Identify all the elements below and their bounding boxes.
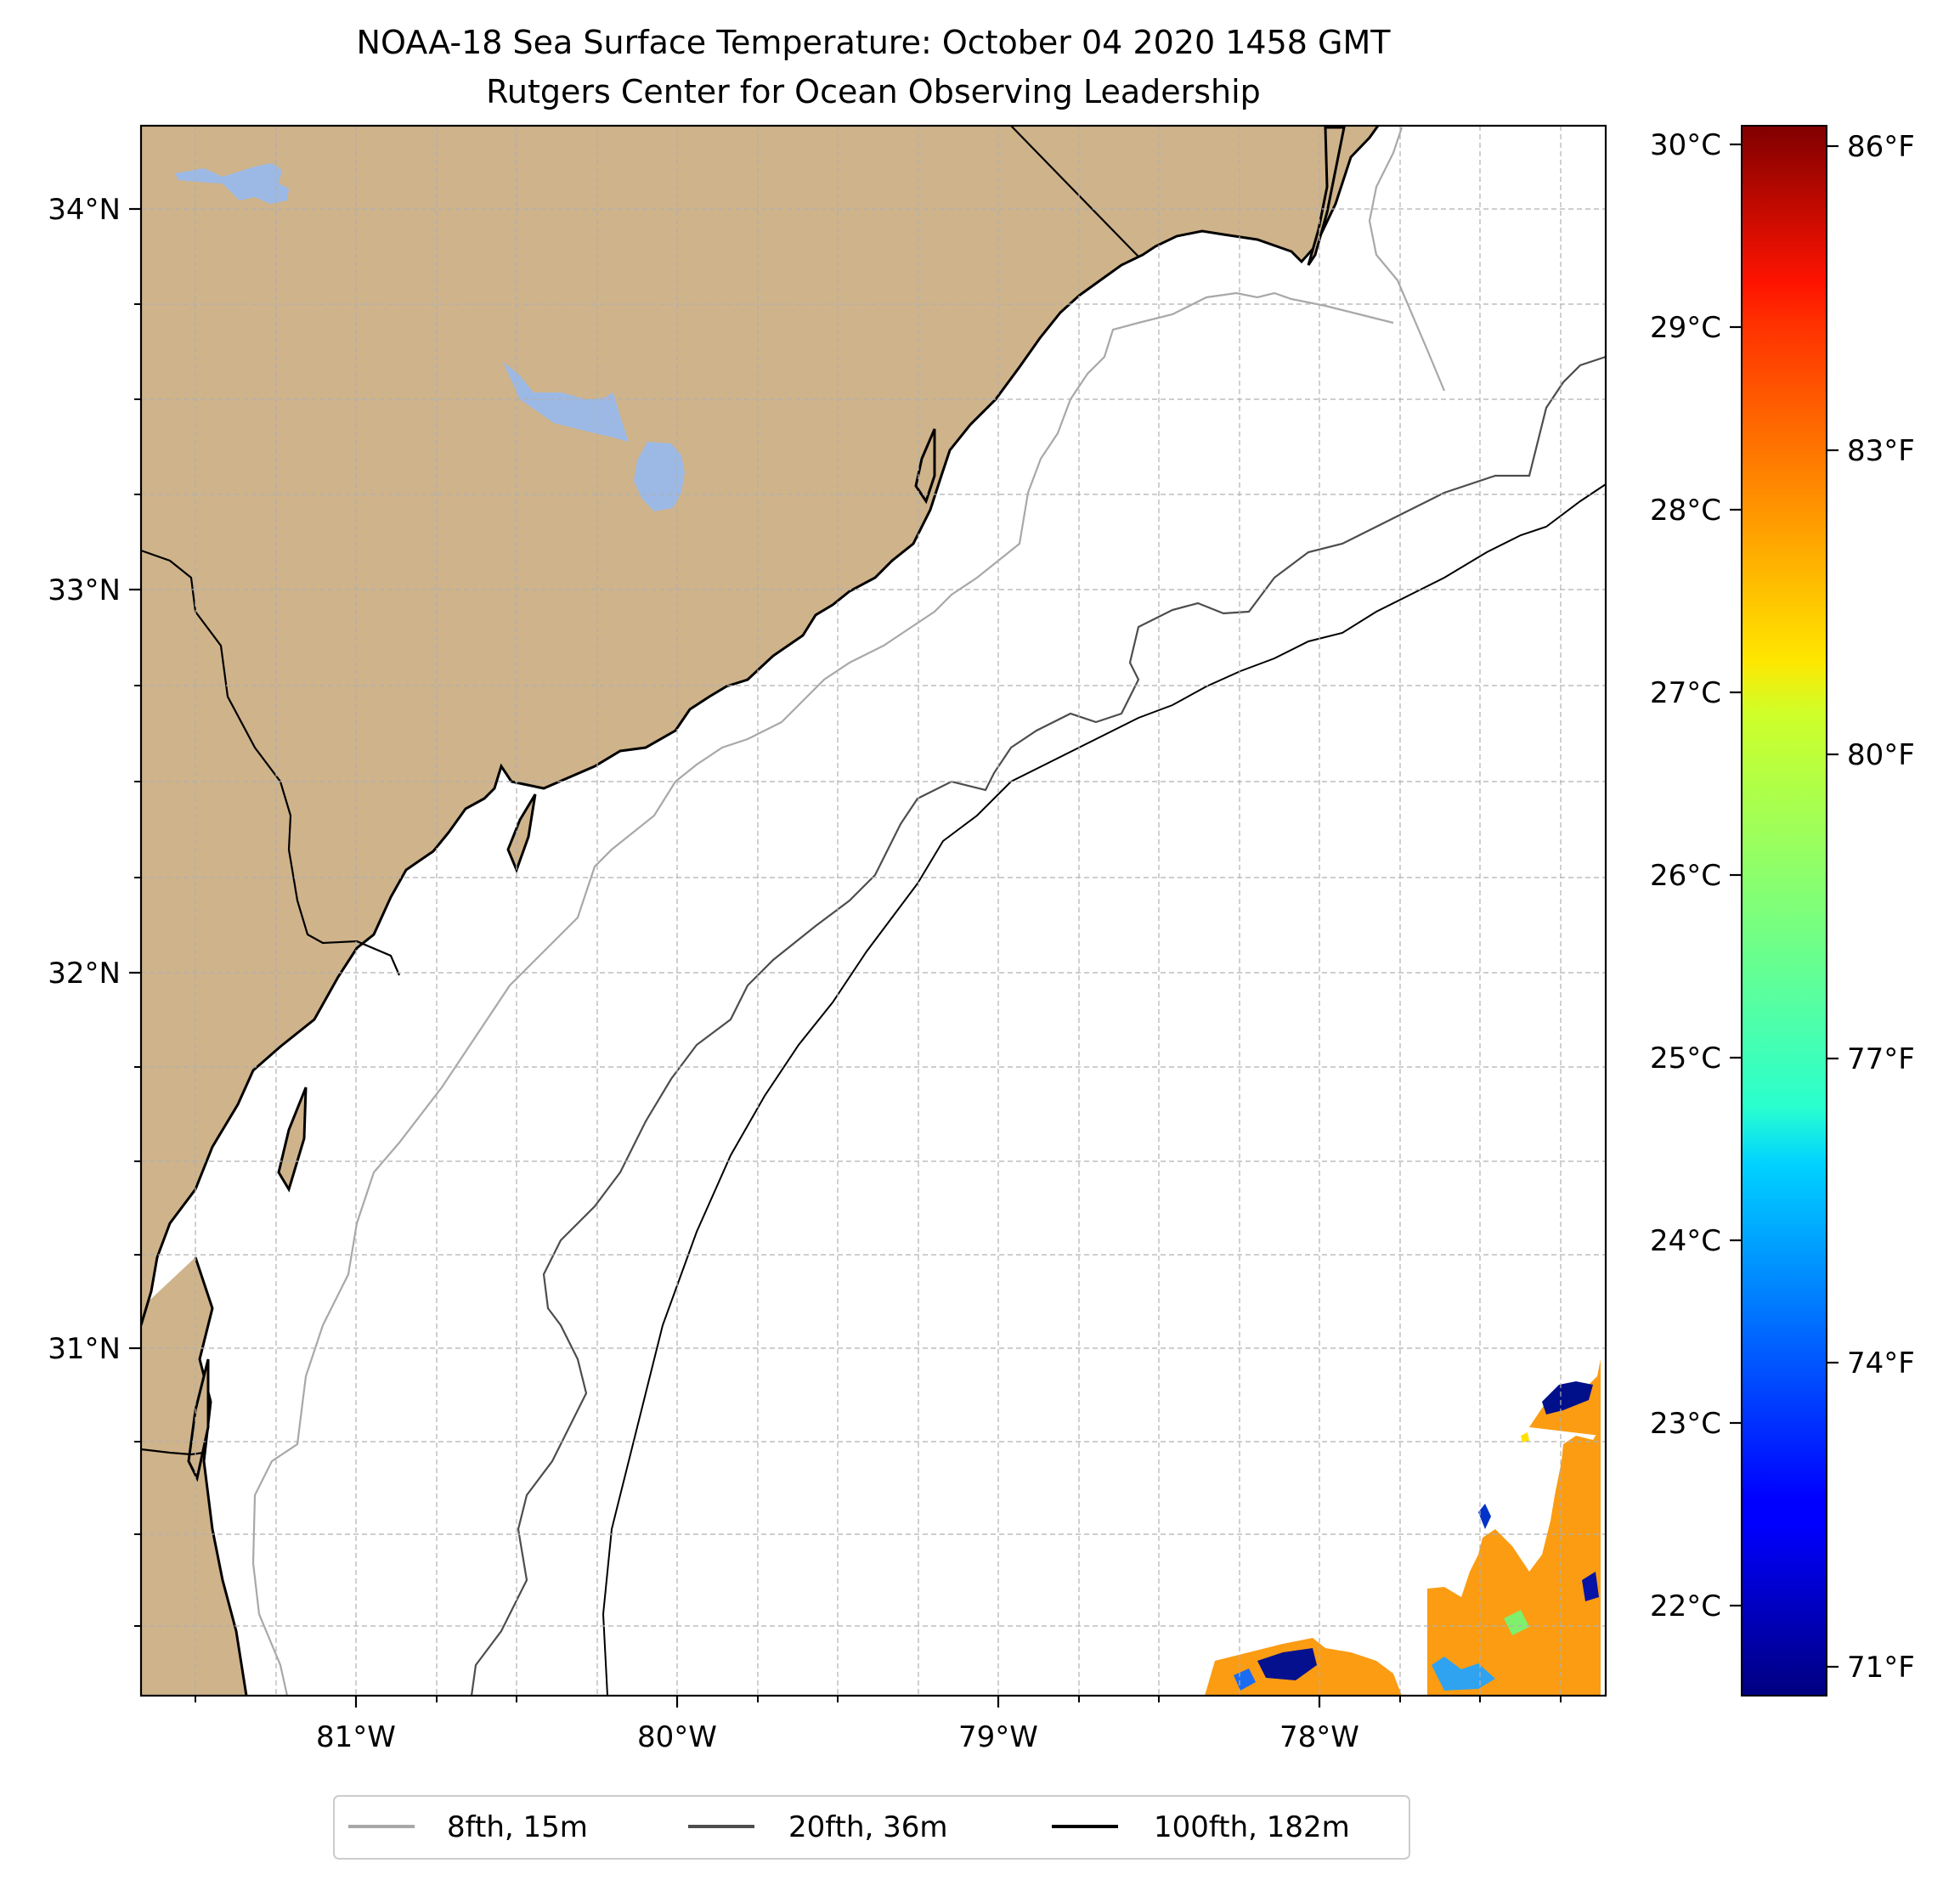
- sst-patch: [1542, 1381, 1593, 1414]
- barrier-island: [506, 793, 537, 874]
- colorbar: 30°C 29°C 28°C 27°C 26°C 25°C 24°C 23°C …: [1650, 125, 1915, 1697]
- lat-minor-ticks: [134, 303, 141, 1627]
- colorbar-celsius-label: 28°C: [1650, 494, 1721, 528]
- colorbar-celsius-label: 29°C: [1650, 311, 1721, 345]
- isobath-100fth: [602, 483, 1606, 1696]
- lake: [175, 163, 289, 204]
- lake: [503, 362, 629, 442]
- colorbar-fahrenheit-ticks: [1827, 144, 1839, 1668]
- coastline: [141, 126, 1380, 1326]
- lon-minor-ticks: [195, 1696, 1562, 1702]
- barrier-island: [1307, 126, 1346, 266]
- colorbar-gradient: [1741, 125, 1827, 1697]
- state-border: [141, 549, 401, 976]
- sst-patch: [1521, 1432, 1529, 1442]
- land-mass: [141, 126, 1378, 1325]
- legend-box: [333, 1795, 1410, 1860]
- lon-axis: 81°W 80°W 79°W 78°W: [195, 1696, 1562, 1754]
- legend-label-8fth: 8fth, 15m: [447, 1810, 588, 1844]
- state-border: [141, 1448, 205, 1456]
- lon-major-ticks: [354, 1696, 1321, 1708]
- legend-label-20fth: 20fth, 36m: [788, 1810, 948, 1844]
- barrier-island: [914, 428, 936, 505]
- colorbar-celsius-label: 27°C: [1650, 676, 1721, 710]
- sst-patch: [1432, 1657, 1495, 1691]
- legend-label-100fth: 100fth, 182m: [1154, 1810, 1350, 1844]
- sst-patch: [1478, 1504, 1491, 1529]
- isobath-8fth: [251, 127, 1446, 1696]
- lon-tick-label: 79°W: [958, 1720, 1038, 1754]
- barrier-island: [277, 1087, 308, 1193]
- colorbar-fahrenheit-label: 71°F: [1847, 1651, 1915, 1685]
- coastline-south: [194, 1256, 248, 1696]
- map-panel: [139, 124, 1607, 1697]
- colorbar-fahrenheit-label: 83°F: [1847, 434, 1915, 468]
- legend: 8fth, 15m 20fth, 36m 100fth, 182m: [333, 1795, 1410, 1860]
- land-mass-south: [141, 1257, 246, 1696]
- colorbar-celsius-label: 22°C: [1650, 1589, 1721, 1623]
- sst-patch: [1427, 1427, 1601, 1696]
- colorbar-fahrenheit-label: 74°F: [1847, 1346, 1915, 1380]
- map-subtitle: Rutgers Center for Ocean Observing Leade…: [486, 73, 1261, 110]
- barrier-island: [187, 1358, 210, 1482]
- colorbar-celsius-label: 25°C: [1650, 1042, 1721, 1075]
- lat-tick-label: 32°N: [48, 957, 121, 991]
- lon-tick-label: 80°W: [637, 1720, 717, 1754]
- gridlines: [141, 126, 1606, 1696]
- sst-patch: [1257, 1648, 1317, 1680]
- colorbar-celsius-label: 24°C: [1650, 1224, 1721, 1258]
- map-frame: [139, 124, 1607, 1697]
- lat-axis: 34°N 33°N 32°N 31°N: [48, 193, 141, 1627]
- colorbar-fahrenheit-label: 77°F: [1847, 1042, 1915, 1076]
- lat-tick-label: 31°N: [48, 1332, 121, 1366]
- map-title: NOAA-18 Sea Surface Temperature: October…: [357, 24, 1392, 61]
- sst-patch: [1504, 1610, 1529, 1635]
- colorbar-fahrenheit-label: 86°F: [1847, 130, 1915, 164]
- lat-tick-label: 33°N: [48, 573, 121, 607]
- state-border: [1010, 126, 1139, 257]
- lat-major-ticks: [129, 207, 141, 1350]
- lat-tick-label: 34°N: [48, 193, 121, 227]
- colorbar-fahrenheit-label: 80°F: [1847, 738, 1915, 772]
- lon-tick-label: 81°W: [316, 1720, 396, 1754]
- colorbar-celsius-label: 23°C: [1650, 1407, 1721, 1441]
- colorbar-celsius-label: 30°C: [1650, 128, 1721, 162]
- sst-data: [1205, 1359, 1601, 1696]
- colorbar-celsius-ticks: [1730, 143, 1742, 1607]
- colorbar-celsius-label: 26°C: [1650, 859, 1721, 893]
- sst-patch: [1582, 1572, 1599, 1601]
- lon-tick-label: 78°W: [1279, 1720, 1359, 1754]
